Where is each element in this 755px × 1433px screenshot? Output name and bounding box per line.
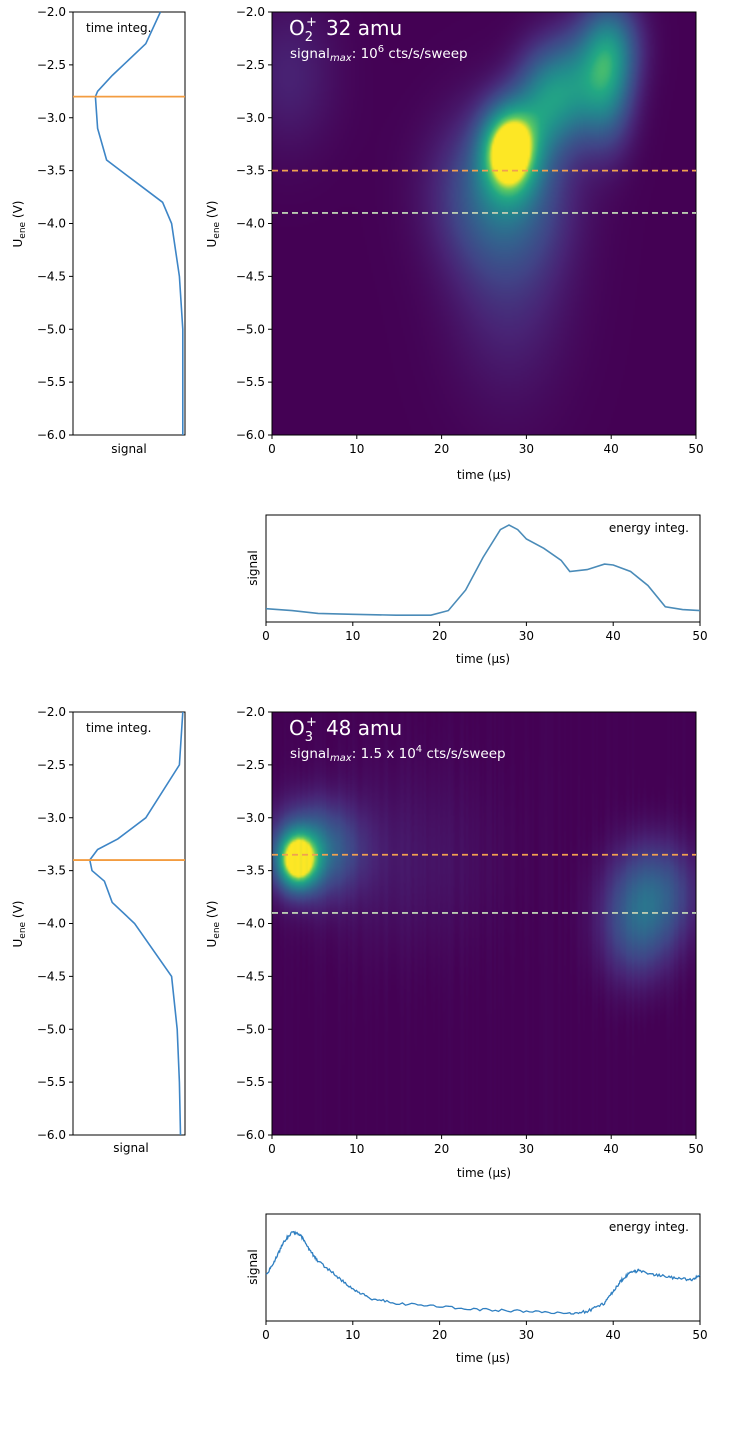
energy-integ-series-line bbox=[265, 1230, 701, 1315]
x-tick-label: 20 bbox=[432, 629, 447, 643]
y-tick-label: −6.0 bbox=[37, 428, 66, 442]
y-tick-label: −2.0 bbox=[236, 5, 265, 19]
y-tick-label: −4.5 bbox=[37, 269, 66, 283]
y-tick-label: −6.0 bbox=[37, 1128, 66, 1142]
y-tick-label: −5.0 bbox=[236, 1022, 265, 1036]
y-tick-label: −2.0 bbox=[37, 705, 66, 719]
y-tick-label: −6.0 bbox=[236, 1128, 265, 1142]
y-tick-label: −4.5 bbox=[236, 969, 265, 983]
energy-integ-axes-frame bbox=[265, 1213, 701, 1322]
y-tick-label: −4.0 bbox=[37, 917, 66, 931]
time-integ-series-line bbox=[88, 711, 184, 1136]
x-tick-label: 10 bbox=[345, 629, 360, 643]
time-integ-plot-1: −2.0 −2.5 −3.0 −3.5 −4.0 −4.5 −5.0 −5.5 −6.0 tim… bbox=[11, 5, 186, 456]
x-tick-label: 10 bbox=[349, 1142, 364, 1156]
y-tick-label: −3.5 bbox=[37, 864, 66, 878]
x-tick-label: 50 bbox=[692, 629, 707, 643]
heatmap-plot-2: −2.0 −2.5 −3.0 −3.5 −4.0 −4.5 −5.0 −5.5 −6.0 0 10… bbox=[205, 705, 704, 1180]
x-tick-label: 0 bbox=[262, 1328, 270, 1342]
heatmap-image bbox=[272, 12, 696, 435]
y-tick-label: −5.0 bbox=[37, 322, 66, 336]
x-tick-label: 40 bbox=[604, 1142, 619, 1156]
x-tick-label: 0 bbox=[268, 1142, 276, 1156]
heatmap-ylabel: Uene (V) bbox=[205, 201, 222, 248]
y-tick-label: −5.5 bbox=[236, 1075, 265, 1089]
panel-1: −2.0 −2.5 −3.0 −3.5 −4.0 −4.5 −5.0 −5.5 −6.0 tim… bbox=[11, 5, 708, 666]
y-tick-label: −4.0 bbox=[37, 217, 66, 231]
heatmap-xlabel: time (μs) bbox=[457, 468, 511, 482]
energy-integ-plot-1: 0 10 20 30 40 50 energy integ. signal time (μ… bbox=[246, 514, 708, 666]
time-integ-label: time integ. bbox=[86, 21, 151, 35]
y-tick-label: −5.0 bbox=[236, 322, 265, 336]
energy-integ-label: energy integ. bbox=[609, 1220, 689, 1234]
y-tick-label: −4.5 bbox=[37, 969, 66, 983]
heatmap-subtitle: signalmax: 106 cts/s/sweep bbox=[290, 44, 468, 64]
x-tick-label: 30 bbox=[519, 1328, 534, 1342]
time-integ-ylabel: Uene (V) bbox=[11, 901, 28, 948]
x-tick-label: 30 bbox=[519, 442, 534, 456]
time-integ-axes-frame bbox=[72, 711, 186, 1136]
energy-integ-label: energy integ. bbox=[609, 521, 689, 535]
energy-integ-ylabel: signal bbox=[246, 550, 260, 586]
y-tick-label: −2.5 bbox=[37, 58, 66, 72]
energy-integ-plot-2: 0 10 20 30 40 50 energy integ. signal time (μ… bbox=[246, 1213, 708, 1365]
heatmap-plot-1: −2.0 −2.5 −3.0 −3.5 −4.0 −4.5 −5.0 −5.5 −6.0 0 10… bbox=[205, 5, 704, 482]
y-tick-label: −3.0 bbox=[37, 111, 66, 125]
time-integ-plot-2: −2.0 −2.5 −3.0 −3.5 −4.0 −4.5 −5.0 −5.5 −6.0 tim… bbox=[11, 705, 186, 1155]
y-tick-label: −3.5 bbox=[236, 164, 265, 178]
x-tick-label: 10 bbox=[345, 1328, 360, 1342]
x-tick-label: 10 bbox=[349, 442, 364, 456]
y-tick-label: −4.0 bbox=[236, 917, 265, 931]
y-tick-label: −2.5 bbox=[236, 58, 265, 72]
energy-integ-axes-frame bbox=[265, 514, 701, 623]
y-tick-label: −2.0 bbox=[37, 5, 66, 19]
panel-2: −2.0 −2.5 −3.0 −3.5 −4.0 −4.5 −5.0 −5.5 −6.0 tim… bbox=[11, 705, 708, 1365]
x-tick-label: 40 bbox=[606, 629, 621, 643]
x-tick-label: 50 bbox=[692, 1328, 707, 1342]
time-integ-label: time integ. bbox=[86, 721, 151, 735]
time-integ-series-line bbox=[94, 11, 184, 435]
x-tick-label: 30 bbox=[519, 1142, 534, 1156]
heatmap-image bbox=[272, 712, 696, 1135]
energy-integ-xlabel: time (μs) bbox=[456, 652, 510, 666]
x-tick-label: 40 bbox=[606, 1328, 621, 1342]
x-tick-label: 20 bbox=[434, 442, 449, 456]
energy-integ-series-line bbox=[265, 524, 701, 616]
y-tick-label: −3.0 bbox=[37, 811, 66, 825]
y-tick-label: −4.5 bbox=[236, 269, 265, 283]
y-tick-label: −4.0 bbox=[236, 217, 265, 231]
energy-integ-xlabel: time (μs) bbox=[456, 1351, 510, 1365]
y-tick-label: −6.0 bbox=[236, 428, 265, 442]
y-tick-label: −2.5 bbox=[37, 758, 66, 772]
x-tick-label: 20 bbox=[432, 1328, 447, 1342]
x-tick-label: 30 bbox=[519, 629, 534, 643]
heatmap-ylabel: Uene (V) bbox=[205, 901, 222, 948]
y-tick-label: −3.5 bbox=[236, 864, 265, 878]
time-integ-xlabel: signal bbox=[113, 1141, 149, 1155]
x-tick-label: 20 bbox=[434, 1142, 449, 1156]
y-tick-label: −5.0 bbox=[37, 1022, 66, 1036]
time-integ-xlabel: signal bbox=[111, 442, 147, 456]
heatmap-title: O3+ 48 amu bbox=[289, 715, 402, 745]
x-tick-label: 0 bbox=[262, 629, 270, 643]
y-tick-label: −2.0 bbox=[236, 705, 265, 719]
heatmap-title: O2+ 32 amu bbox=[289, 15, 402, 45]
y-tick-label: −3.5 bbox=[37, 164, 66, 178]
y-tick-label: −5.5 bbox=[236, 375, 265, 389]
heatmap-xlabel: time (μs) bbox=[457, 1166, 511, 1180]
x-tick-label: 50 bbox=[688, 1142, 703, 1156]
time-integ-axes-frame bbox=[72, 11, 186, 436]
y-tick-label: −5.5 bbox=[37, 375, 66, 389]
time-integ-ylabel: Uene (V) bbox=[11, 201, 28, 248]
y-tick-label: −3.0 bbox=[236, 111, 265, 125]
energy-integ-ylabel: signal bbox=[246, 1249, 260, 1285]
heatmap-subtitle: signalmax: 1.5 x 104 cts/s/sweep bbox=[290, 744, 506, 764]
y-tick-label: −5.5 bbox=[37, 1075, 66, 1089]
y-tick-label: −3.0 bbox=[236, 811, 265, 825]
x-tick-label: 0 bbox=[268, 442, 276, 456]
y-tick-label: −2.5 bbox=[236, 758, 265, 772]
x-tick-label: 40 bbox=[604, 442, 619, 456]
x-tick-label: 50 bbox=[688, 442, 703, 456]
